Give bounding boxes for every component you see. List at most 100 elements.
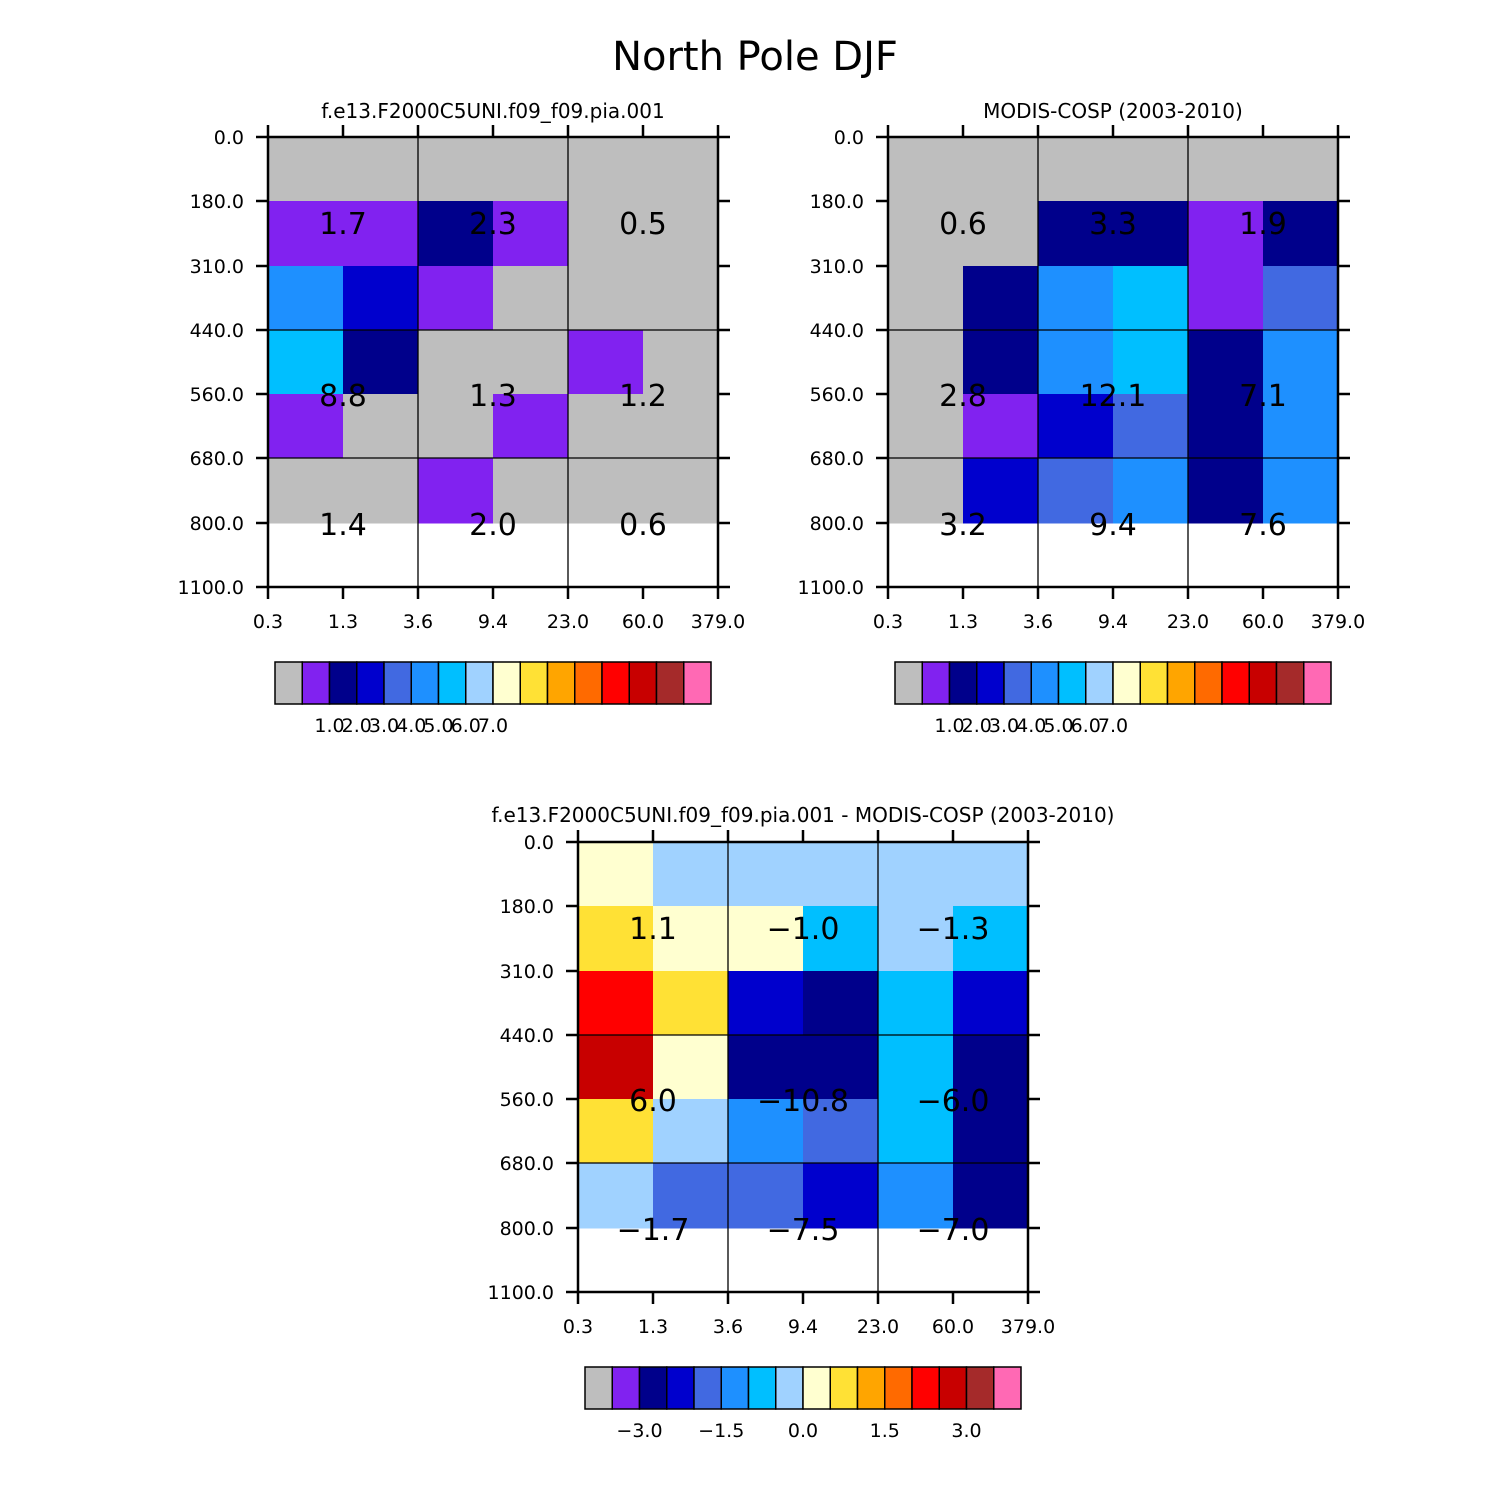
x-tick-label: 9.4 [1098, 611, 1128, 633]
y-tick-label: 0.0 [524, 832, 554, 854]
y-tick-label: 440.0 [190, 320, 244, 342]
colorbar-swatch [437, 661, 467, 705]
heatmap-cell [728, 1099, 804, 1164]
summary-value: −7.5 [767, 1213, 840, 1248]
summary-value: 0.6 [939, 207, 987, 242]
x-tick-label: 0.3 [563, 1316, 593, 1338]
heatmap-cell [963, 266, 1039, 331]
heatmap-cell [1263, 394, 1339, 459]
heatmap-cell [803, 971, 879, 1036]
y-tick-label: 310.0 [810, 256, 864, 278]
y-tick-label: 1100.0 [178, 577, 244, 599]
colorbar-swatch [1221, 661, 1250, 705]
colorbar-swatch [628, 661, 658, 705]
y-tick-label: 0.0 [834, 127, 864, 149]
heatmap-cell [418, 201, 494, 267]
x-tick-label: 60.0 [622, 611, 664, 633]
colorbar-swatch [948, 661, 978, 705]
heatmap-cell [728, 842, 804, 907]
summary-value: 0.5 [619, 207, 667, 242]
colorbar-swatch [574, 661, 603, 705]
y-tick-label: 800.0 [500, 1218, 554, 1240]
heatmap-cell [803, 1035, 879, 1100]
y-tick-label: 310.0 [190, 256, 244, 278]
heatmap-cell [568, 201, 644, 267]
heatmap-cell [728, 971, 804, 1036]
colorbar-swatch [802, 1366, 831, 1410]
heatmap-cell [343, 266, 419, 331]
panel-diff: f.e13.F2000C5UNI.f09_f09.pia.001 - MODIS… [488, 803, 1115, 1442]
colorbar-label: −1.5 [698, 1420, 744, 1442]
colorbar-swatch [976, 661, 1005, 705]
heatmap-cell [1038, 266, 1114, 331]
colorbar-swatch [911, 1366, 940, 1410]
colorbar-label: 6.0 [1071, 715, 1101, 737]
heatmap-cell [268, 201, 344, 267]
summary-value: 7.6 [1239, 508, 1287, 543]
y-tick-label: 180.0 [190, 191, 244, 213]
summary-value: 6.0 [629, 1084, 677, 1119]
heatmap-cell [343, 394, 419, 459]
heatmap-cell [343, 458, 419, 524]
colorbar-label: 3.0 [989, 715, 1019, 737]
colorbar-swatch [775, 1366, 804, 1410]
colorbar-swatch [1275, 661, 1305, 705]
colorbar-swatch [655, 661, 685, 705]
colorbar-swatch [410, 661, 440, 705]
heatmap-cell [1263, 201, 1339, 267]
heatmap-cell [268, 394, 344, 459]
heatmap-cell [728, 1035, 804, 1100]
x-tick-label: 379.0 [1311, 611, 1365, 633]
heatmap-cell [878, 1035, 954, 1100]
y-tick-label: 1100.0 [798, 577, 864, 599]
colorbar-swatch [1248, 661, 1278, 705]
heatmap-cell [578, 971, 654, 1036]
summary-value: 1.4 [319, 508, 367, 543]
x-tick-label: 9.4 [788, 1316, 818, 1338]
colorbar-label: 2.0 [342, 715, 372, 737]
colorbar-swatch [921, 661, 951, 705]
heatmap-cell [803, 906, 879, 972]
colorbar-swatch [1112, 661, 1141, 705]
heatmap-cell [578, 1035, 654, 1100]
heatmap-cell [268, 330, 344, 395]
heatmap-cell [568, 266, 644, 331]
heatmap-cell [1188, 458, 1264, 524]
figure-title: North Pole DJF [612, 34, 898, 80]
heatmap-cell [963, 201, 1039, 267]
heatmap-cell [1113, 394, 1189, 459]
colorbar-swatch [1030, 661, 1060, 705]
summary-value: −1.3 [917, 912, 990, 947]
heatmap-cell [728, 906, 804, 972]
colorbar-label: 4.0 [1016, 715, 1046, 737]
heatmap-cell [878, 1163, 954, 1229]
heatmap-cell [728, 1163, 804, 1229]
summary-value: 9.4 [1089, 508, 1137, 543]
heatmap-cell [963, 137, 1039, 202]
x-tick-label: 1.3 [328, 611, 358, 633]
heatmap-cell [578, 842, 654, 907]
summary-value: −6.0 [917, 1084, 990, 1119]
heatmap-cell [643, 394, 719, 459]
colorbar-swatch [747, 1366, 777, 1410]
x-tick-label: 9.4 [478, 611, 508, 633]
y-tick-label: 800.0 [810, 513, 864, 535]
heatmap-cell [418, 137, 494, 202]
heatmap-cell [953, 1163, 1029, 1229]
summary-value: 0.6 [619, 508, 667, 543]
heatmap-cell [653, 842, 729, 907]
heatmap-cell [888, 266, 964, 331]
heatmap-cell [343, 201, 419, 267]
colorbar-swatch [1085, 661, 1114, 705]
panel-model: f.e13.F2000C5UNI.f09_f09.pia.001 0.0 180.… [178, 99, 746, 737]
summary-value: 1.7 [319, 207, 367, 242]
heatmap-cell [803, 1099, 879, 1164]
colorbar-swatch [1166, 661, 1196, 705]
summary-value: −7.0 [917, 1213, 990, 1248]
x-tick-label: 1.3 [948, 611, 978, 633]
heatmap-cell [343, 137, 419, 202]
heatmap-cell [1113, 330, 1189, 395]
colorbar-swatch [720, 1366, 750, 1410]
y-tick-label: 560.0 [810, 384, 864, 406]
colorbar-label: 4.0 [396, 715, 426, 737]
